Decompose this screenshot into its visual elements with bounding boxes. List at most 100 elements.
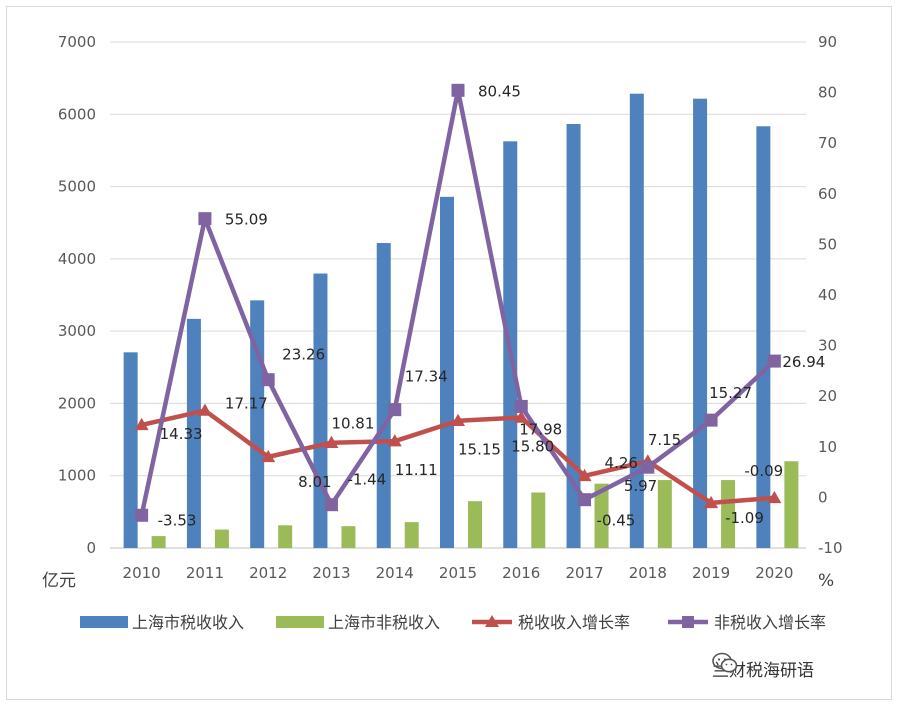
marker-triangle (134, 417, 149, 431)
marker-square (324, 498, 338, 512)
y-left-tick-label: 2000 (58, 394, 96, 412)
y-left-tick-label: 6000 (58, 105, 96, 123)
y-right-tick-label: 60 (818, 185, 837, 203)
data-label: 8.01 (298, 473, 331, 491)
y-right-tick-label: 40 (818, 286, 837, 304)
y-left-tick-label: 1000 (58, 467, 96, 485)
bar-tax (376, 243, 391, 549)
markers-layer (134, 83, 782, 522)
legend-label: 上海市税收收入 (132, 613, 244, 632)
chart-frame (6, 6, 892, 700)
data-label: -3.53 (158, 511, 197, 529)
legend-label: 非税收入增长率 (714, 613, 826, 632)
x-tick-label: 2020 (755, 564, 793, 582)
marker-triangle (577, 468, 592, 482)
marker-triangle (387, 434, 402, 447)
data-label: 55.09 (225, 211, 268, 229)
data-label: -1.44 (347, 471, 386, 489)
bar-nontax (278, 525, 293, 548)
bar-nontax (468, 501, 482, 548)
y-right-tick-label: 90 (818, 33, 837, 51)
bar-nontax (531, 492, 546, 548)
x-tick-label: 2019 (692, 564, 730, 582)
watermark: 兰财税海研语 (712, 652, 814, 684)
data-label: 7.15 (648, 431, 681, 449)
marker-square (388, 403, 402, 417)
data-label: -0.09 (744, 462, 783, 480)
y-left-tick-label: 0 (86, 539, 96, 557)
bar-nontax (594, 483, 609, 548)
x-tick-label: 2013 (312, 564, 350, 582)
watermark-text: 兰财税海研语 (712, 660, 814, 681)
data-labels-layer: 14.33 17.17 8.01 10.81 11.11 15.15 15.80 4.26 7.… (158, 82, 826, 529)
data-label: 15.80 (511, 437, 554, 455)
marker-square (641, 460, 655, 474)
marker-square (198, 212, 212, 226)
data-label: 23.26 (282, 346, 325, 364)
x-tick-label: 2015 (439, 564, 477, 582)
marker-triangle (704, 495, 719, 509)
x-tick-label: 2010 (123, 564, 161, 582)
data-label: 11.11 (395, 461, 438, 479)
data-label: -1.09 (725, 509, 764, 527)
y-left-tick-label: 5000 (58, 178, 96, 196)
data-label: 17.34 (405, 368, 448, 386)
data-label: 5.97 (624, 477, 657, 495)
marker-triangle (261, 449, 276, 463)
marker-triangle (324, 435, 339, 448)
bar-tax (186, 318, 201, 548)
data-label: 17.17 (225, 395, 268, 413)
x-tick-label: 2017 (565, 564, 603, 582)
marker-square (704, 413, 718, 427)
y-right-tick-label: 80 (818, 84, 837, 102)
grid-lines (110, 41, 806, 549)
bar-tax (629, 93, 644, 548)
legend-swatch (80, 616, 128, 628)
marker-triangle (197, 403, 212, 416)
bar-nontax (657, 480, 672, 548)
marker-triangle (514, 410, 529, 423)
legend-marker-square (682, 616, 694, 628)
data-label: 15.27 (709, 384, 752, 402)
bar-nontax (214, 529, 229, 548)
marker-triangle (451, 413, 465, 426)
bar-nontax (404, 522, 419, 548)
data-label: 80.45 (478, 82, 521, 100)
y-left-tick-label: 3000 (58, 322, 96, 340)
x-tick-label: 2018 (629, 564, 667, 582)
bar-nontax (341, 526, 356, 548)
marker-square (767, 354, 781, 368)
y-left-tick-label: 7000 (58, 33, 96, 51)
legend: 上海市税收收入 上海市非税收入 税收收入增长率 非税收入增长率 (80, 613, 826, 632)
x-tick-label: 2016 (502, 564, 540, 582)
y-right-tick-label: 0 (818, 488, 828, 506)
marker-square (451, 83, 465, 97)
bar-nontax (721, 480, 736, 548)
axes-layer: 0 1000 2000 3000 4000 5000 6000 7000 -10 0 10 20 30 4… (58, 33, 843, 582)
marker-square (578, 493, 592, 507)
marker-square (261, 373, 275, 387)
bar-tax (440, 196, 454, 548)
data-label: 10.81 (331, 415, 374, 433)
marker-square (514, 399, 528, 413)
data-label: -0.45 (597, 512, 636, 530)
bar-tax (566, 123, 581, 549)
y-left-tick-label: 4000 (58, 250, 96, 268)
data-label: 17.98 (519, 420, 562, 438)
y-right-tick-label: 50 (818, 235, 837, 253)
legend-label: 税收收入增长率 (518, 613, 630, 632)
x-tick-label: 2012 (249, 564, 287, 582)
bar-tax (693, 98, 708, 548)
marker-square (135, 508, 149, 522)
data-label: 14.33 (160, 425, 203, 443)
data-label: 15.15 (458, 441, 501, 459)
legend-marker-triangle (485, 615, 499, 627)
bar-tax (123, 352, 138, 548)
left-axis-unit: 亿元 (42, 571, 76, 591)
right-axis-unit: % (818, 571, 834, 591)
x-tick-label: 2011 (186, 564, 224, 582)
bar-nontax (151, 536, 166, 548)
marker-triangle (767, 490, 782, 504)
data-label: 26.94 (782, 353, 825, 371)
